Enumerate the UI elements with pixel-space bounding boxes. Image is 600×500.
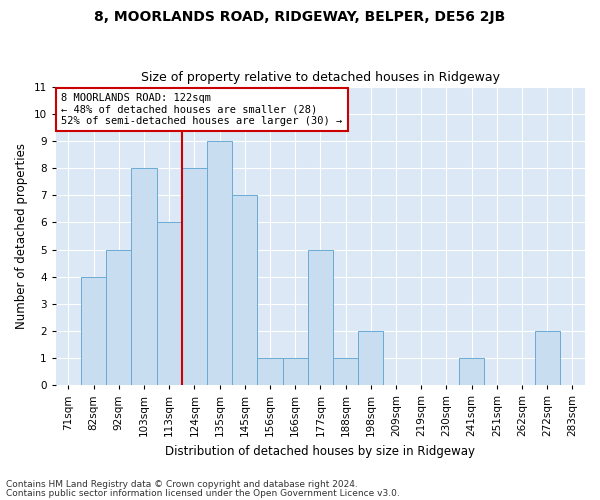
Bar — [459, 358, 484, 385]
Bar — [157, 222, 182, 385]
X-axis label: Distribution of detached houses by size in Ridgeway: Distribution of detached houses by size … — [166, 444, 475, 458]
Text: 8, MOORLANDS ROAD, RIDGEWAY, BELPER, DE56 2JB: 8, MOORLANDS ROAD, RIDGEWAY, BELPER, DE5… — [94, 10, 506, 24]
Bar — [308, 250, 333, 385]
Bar — [333, 358, 358, 385]
Bar — [182, 168, 207, 385]
Bar — [535, 331, 560, 385]
Bar — [257, 358, 283, 385]
Y-axis label: Number of detached properties: Number of detached properties — [15, 143, 28, 329]
Text: Contains HM Land Registry data © Crown copyright and database right 2024.: Contains HM Land Registry data © Crown c… — [6, 480, 358, 489]
Bar — [232, 196, 257, 385]
Bar — [131, 168, 157, 385]
Bar — [207, 141, 232, 385]
Bar — [106, 250, 131, 385]
Bar — [358, 331, 383, 385]
Bar — [283, 358, 308, 385]
Text: 8 MOORLANDS ROAD: 122sqm
← 48% of detached houses are smaller (28)
52% of semi-d: 8 MOORLANDS ROAD: 122sqm ← 48% of detach… — [61, 93, 343, 126]
Bar — [81, 276, 106, 385]
Text: Contains public sector information licensed under the Open Government Licence v3: Contains public sector information licen… — [6, 489, 400, 498]
Title: Size of property relative to detached houses in Ridgeway: Size of property relative to detached ho… — [141, 72, 500, 85]
